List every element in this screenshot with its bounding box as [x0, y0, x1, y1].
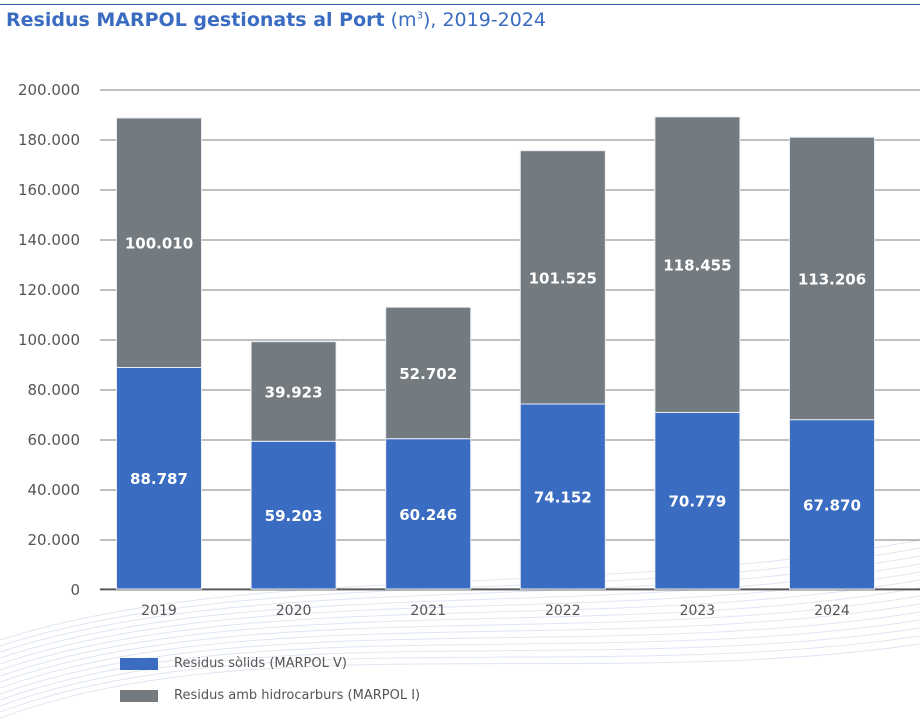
- legend-swatch: [120, 657, 158, 670]
- y-tick-label: 120.000: [18, 281, 80, 299]
- x-tick-label: 2020: [276, 603, 312, 619]
- x-tick-label: 2022: [545, 603, 581, 619]
- y-tick-label: 0: [70, 581, 80, 599]
- data-label: 113.206: [798, 270, 866, 288]
- wave-decoration: [0, 571, 920, 665]
- y-tick-label: 200.000: [18, 81, 80, 99]
- y-tick-label: 160.000: [18, 181, 80, 199]
- wave-decoration: [0, 595, 920, 683]
- data-label: 59.203: [265, 507, 323, 525]
- bar-hydrocarbons: [789, 136, 875, 421]
- x-tick-label: 2024: [814, 603, 850, 619]
- y-tick-label: 80.000: [28, 381, 81, 399]
- x-tick-label: 2019: [141, 603, 177, 619]
- bar-solids: [519, 403, 606, 590]
- wave-decoration: [0, 643, 920, 719]
- data-label: 74.152: [534, 488, 592, 506]
- title-bold: Residus MARPOL gestionats al Port: [6, 9, 385, 31]
- data-label: 88.787: [130, 470, 188, 488]
- wave-decoration: [0, 635, 920, 713]
- bar-hydrocarbons: [654, 116, 741, 413]
- x-tick-label: 2023: [680, 603, 716, 619]
- y-tick-label: 140.000: [18, 231, 80, 249]
- wave-decoration: [0, 579, 920, 671]
- y-tick-label: 20.000: [28, 531, 81, 549]
- legend-swatch: [120, 689, 158, 702]
- wave-decoration: [0, 587, 920, 677]
- legend-item-hydrocarbons: Residus amb hidrocarburs (MARPOL I): [120, 688, 420, 703]
- bar-hydrocarbons: [519, 150, 606, 405]
- y-tick-label: 100.000: [18, 331, 80, 349]
- data-label: 70.779: [668, 493, 726, 511]
- bar-hydrocarbons: [250, 341, 337, 442]
- wave-decoration: [0, 619, 920, 701]
- data-label: 67.870: [803, 496, 861, 514]
- wave-decoration: [0, 555, 920, 653]
- bar-solids: [116, 366, 202, 590]
- data-label: 52.702: [399, 365, 457, 383]
- legend-label: Residus amb hidrocarburs (MARPOL I): [174, 688, 421, 703]
- title-unit-prefix: (m: [384, 9, 417, 31]
- title-unit-sup: 3: [416, 10, 423, 22]
- wave-decoration: [0, 611, 920, 695]
- y-tick-label: 180.000: [18, 131, 80, 149]
- wave-decoration: [0, 627, 920, 707]
- data-label: 39.923: [265, 383, 323, 401]
- bar-solids: [654, 411, 741, 590]
- wave-decoration: [0, 603, 920, 689]
- top-rule: [0, 4, 920, 5]
- x-tick-label: 2021: [410, 603, 446, 619]
- legend-item-solids: Residus sòlids (MARPOL V): [120, 656, 347, 671]
- bar-hydrocarbons: [385, 306, 472, 440]
- data-label: 100.010: [125, 235, 193, 253]
- bar-solids: [385, 438, 472, 590]
- wave-decoration: [0, 563, 920, 659]
- data-label: 101.525: [529, 269, 597, 287]
- chart-title: Residus MARPOL gestionats al Port (m3), …: [6, 9, 546, 31]
- y-tick-label: 60.000: [28, 431, 81, 449]
- data-label: 60.246: [399, 506, 457, 524]
- title-unit-suffix: ), 2019-2024: [422, 9, 547, 31]
- data-label: 118.455: [663, 257, 731, 275]
- legend-label: Residus sòlids (MARPOL V): [174, 656, 347, 671]
- bar-hydrocarbons: [116, 117, 202, 368]
- y-tick-label: 40.000: [28, 481, 81, 499]
